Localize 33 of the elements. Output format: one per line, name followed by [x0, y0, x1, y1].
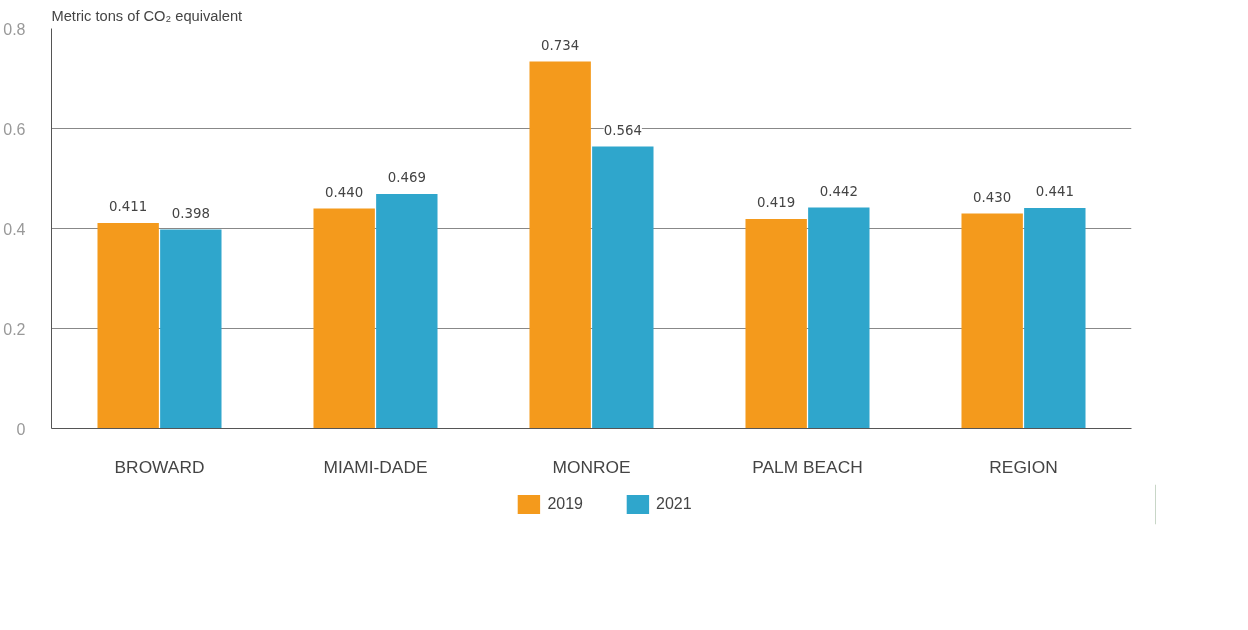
data-label: 0.419 — [757, 195, 796, 210]
bar — [961, 213, 1023, 429]
y-axis-title: Metric tons of CO₂ equivalent — [51, 7, 243, 24]
data-label: 0.734 — [541, 37, 580, 53]
bar — [1024, 208, 1086, 429]
legend-label: 2021 — [656, 495, 692, 513]
data-label: 0.440 — [325, 184, 364, 200]
y-tick-label: 0.6 — [3, 120, 26, 138]
legend-label: 2019 — [547, 495, 583, 513]
bar — [160, 229, 222, 429]
data-label: 0.398 — [171, 205, 210, 221]
bar — [97, 223, 159, 429]
x-tick-label: BROWARD — [114, 456, 205, 477]
x-tick-label: PALM BEACH — [752, 456, 863, 477]
y-tick-label: 0.4 — [3, 220, 26, 238]
x-tick-label: MIAMI-DADE — [323, 456, 428, 477]
y-tick-label: 0 — [16, 420, 26, 438]
y-tick-label: 0.8 — [3, 20, 26, 38]
data-label: 0.441 — [1035, 184, 1074, 199]
data-label: 0.442 — [819, 183, 858, 199]
bar — [808, 207, 870, 429]
bar — [313, 208, 375, 429]
bar — [376, 194, 438, 429]
y-tick-label: 0.2 — [3, 320, 26, 338]
bar — [592, 146, 654, 429]
x-tick-label: REGION — [989, 456, 1058, 477]
data-label: 0.469 — [387, 170, 426, 185]
data-label: 0.564 — [603, 122, 642, 138]
bar — [745, 219, 807, 429]
data-label: 0.411 — [109, 199, 148, 214]
data-label: 0.430 — [973, 189, 1012, 205]
bar — [529, 61, 591, 429]
x-tick-label: MONROE — [552, 456, 631, 477]
